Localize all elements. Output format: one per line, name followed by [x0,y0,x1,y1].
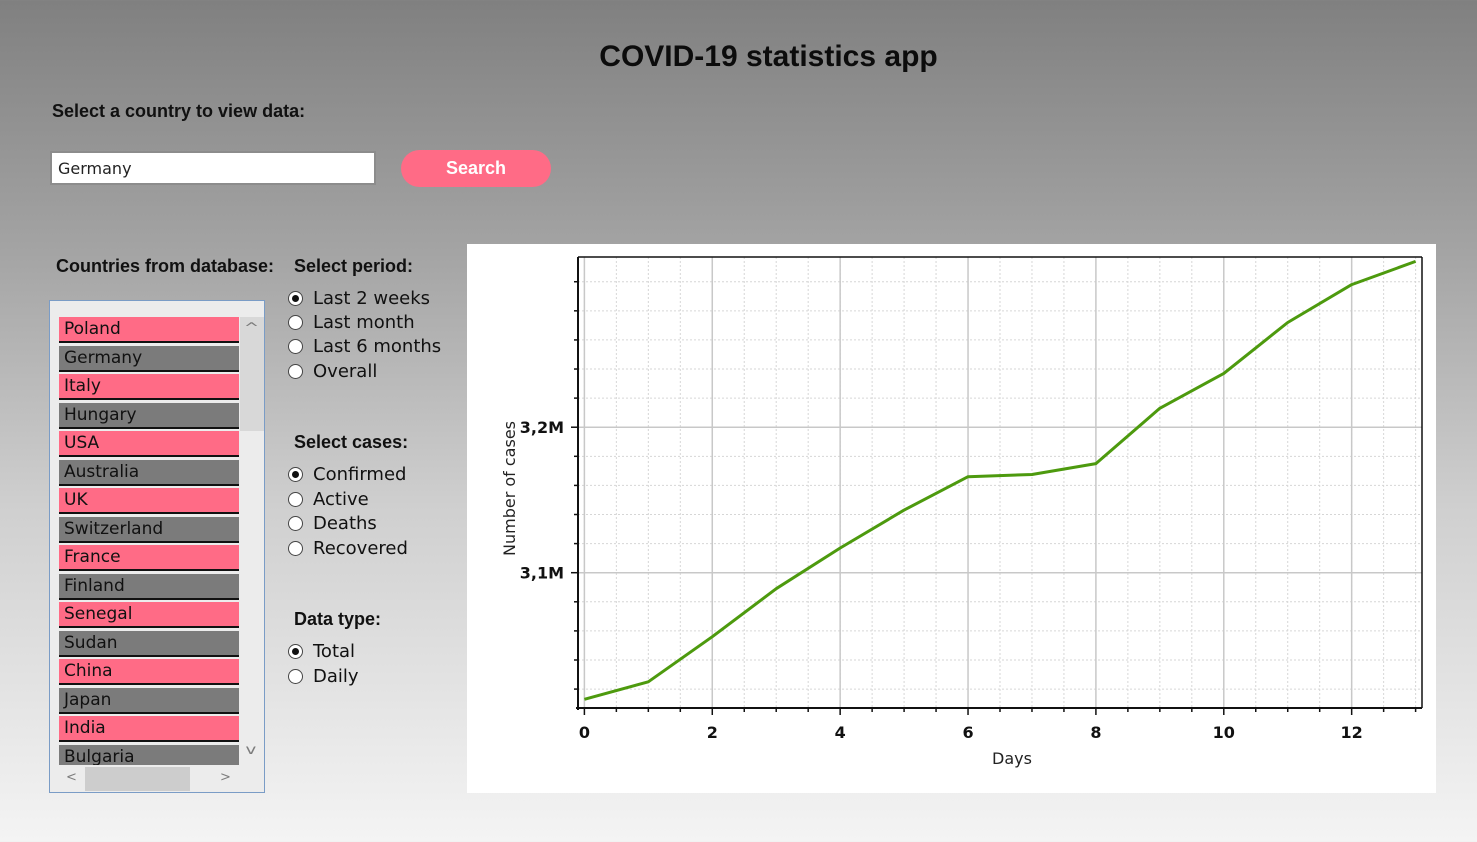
data-type-label: Data type: [294,609,382,629]
radio-button[interactable] [288,515,303,531]
scroll-up-arrow-icon[interactable]: ^ [243,321,260,336]
country-list-item[interactable]: Poland [59,317,239,343]
countries-listbox[interactable]: Poland Germany Italy Hungary USA Australia UK S… [49,300,265,793]
country-list-item[interactable]: Switzerland [59,516,239,543]
x-tick-label: 12 [1341,723,1363,742]
x-tick-label: 4 [835,723,846,742]
horizontal-scrollbar[interactable]: < > [50,765,264,792]
radio-button[interactable] [288,540,303,556]
country-list-item[interactable]: UK [59,488,239,514]
x-tick-label: 8 [1090,723,1101,742]
vertical-scroll-thumb[interactable] [240,317,264,431]
cases-option-label: Active [313,488,369,510]
country-list-item[interactable]: Hungary [59,402,239,429]
cases-option[interactable]: Active [288,487,369,511]
period-option-label: Last 6 months [313,335,442,357]
data-type-option-label: Total [313,640,356,662]
cases-option[interactable]: Confirmed [288,462,406,486]
countries-label: Countries from database: [56,256,275,276]
country-list-item[interactable]: Italy [59,374,239,400]
radio-button[interactable] [288,338,303,354]
country-list-item[interactable]: Japan [59,687,239,714]
cases-option-label: Recovered [313,537,408,559]
period-option-label: Last 2 weeks [313,287,431,309]
country-list-item[interactable]: Germany [59,345,239,372]
scroll-right-arrow-icon[interactable]: > [220,770,231,785]
scroll-left-arrow-icon[interactable]: < [66,770,77,785]
radio-button[interactable] [288,466,303,482]
country-list-item[interactable]: Australia [59,459,239,486]
period-option[interactable]: Last 2 weeks [288,286,430,310]
x-tick-label: 10 [1213,723,1235,742]
cases-label: Select cases: [294,432,409,452]
scroll-down-arrow-icon[interactable]: v [245,743,257,758]
country-list-item[interactable]: Senegal [59,602,239,628]
horizontal-scroll-thumb[interactable] [85,767,190,791]
y-axis-title: Number of cases [500,421,519,556]
period-label: Select period: [294,256,414,276]
data-type-option[interactable]: Total [288,639,355,663]
period-option-label: Last month [313,311,415,333]
radio-button[interactable] [288,363,303,379]
series-line-confirmed [584,259,1417,701]
radio-button[interactable] [288,668,303,684]
cases-line-chart: 0 2 4 6 8 10 12 3,1M 3,2M Days Number of cases [500,256,1423,768]
y-tick-label: 3,1M [520,564,564,583]
radio-button[interactable] [288,643,303,659]
country-list-item[interactable]: France [59,545,239,571]
app-title: COVID-19 statistics app [599,40,938,73]
period-option-label: Overall [313,360,378,382]
cases-option-label: Confirmed [313,463,407,485]
radio-button[interactable] [288,491,303,507]
period-option[interactable]: Last month [288,310,415,334]
vertical-scrollbar[interactable]: ^ v [240,317,264,765]
country-list-item[interactable]: Finland [59,573,239,600]
search-button[interactable]: Search [401,150,551,187]
country-list-item[interactable]: India [59,716,239,742]
x-axis-title: Days [992,749,1032,768]
x-tick-label: 6 [962,723,973,742]
country-list-item[interactable]: China [59,659,239,685]
cases-option-label: Deaths [313,512,377,534]
period-option[interactable]: Overall [288,359,377,383]
country-list-item[interactable]: USA [59,431,239,457]
y-tick-label: 3,2M [520,418,564,437]
radio-button[interactable] [288,314,303,330]
cases-option[interactable]: Recovered [288,536,408,560]
countries-list: Poland Germany Italy Hungary USA Australia UK S… [59,317,239,773]
x-tick-label: 2 [707,723,718,742]
x-tick-label: 0 [579,723,590,742]
data-type-option-label: Daily [313,665,359,687]
search-label: Select a country to view data: [52,101,306,121]
chart-panel: 0 2 4 6 8 10 12 3,1M 3,2M Days Number of cases [467,244,1436,793]
cases-option[interactable]: Deaths [288,511,377,535]
data-type-option[interactable]: Daily [288,664,359,688]
country-search-input[interactable] [50,151,376,185]
country-list-item[interactable]: Sudan [59,630,239,657]
radio-button[interactable] [288,290,303,306]
period-option[interactable]: Last 6 months [288,334,441,358]
